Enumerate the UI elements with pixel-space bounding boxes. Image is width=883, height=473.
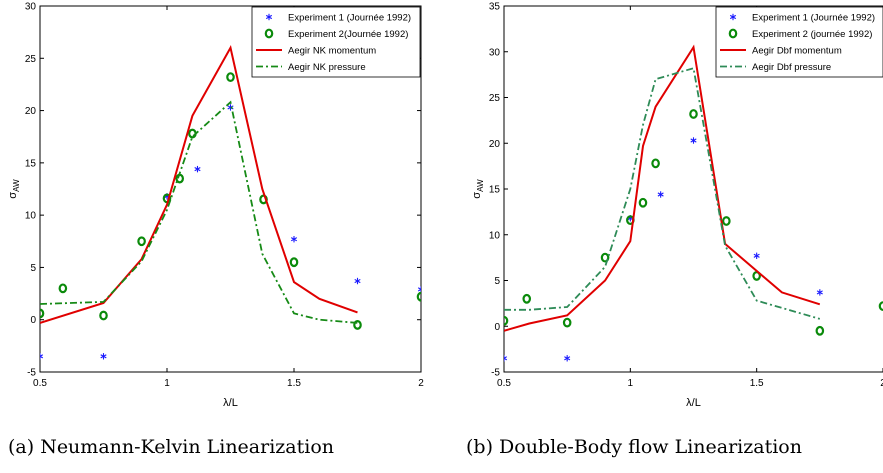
legend-entry: Aegir NK pressure: [288, 62, 366, 73]
experiment-2-point: [99, 310, 108, 321]
y-axis-label: σAW: [471, 179, 485, 199]
y-axis-label-sub: AW: [12, 179, 21, 192]
y-axis-label: σAW: [7, 179, 21, 199]
x-tick-label: 1.5: [750, 378, 764, 389]
y-tick-label: 5: [30, 263, 36, 274]
experiment-2-point: [638, 197, 648, 208]
legend-entry: Experiment 1 (Journée 1992): [288, 12, 411, 23]
y-axis-label-main: σ: [7, 192, 19, 199]
plot-frame: [39, 5, 422, 373]
legend-entry: Aegir Dbf momentum: [752, 45, 842, 56]
legend-box: [251, 6, 421, 78]
experiment-2-point: [504, 315, 509, 326]
y-axis-label-sub: AW: [476, 179, 485, 192]
experiment-1-point: [753, 252, 760, 259]
experiment-1-point: [40, 353, 44, 360]
experiment-1-point: [690, 137, 697, 144]
legend-star-marker: [265, 13, 273, 21]
experiment-1-point: [100, 353, 107, 360]
chart-b: -5 0 5 10 15 20 25 30 35 0.5 1 1.5 2 λ/L σAW Experiment…: [471, 2, 883, 409]
x-tick-label: 2: [418, 378, 424, 389]
experiment-2-point: [600, 252, 610, 263]
legend: Experiment 1 (Journée 1992) Experiment 2(…: [251, 6, 421, 78]
y-axis-label-text: σAW: [471, 179, 485, 199]
legend-entry: Aegir Dbf pressure: [752, 62, 831, 73]
legend-circle-marker: [728, 28, 738, 39]
experiment-2-point: [722, 216, 731, 226]
experiment-1-point: [816, 289, 823, 296]
y-axis-label-main: σ: [471, 192, 483, 199]
series-line-momentum: [40, 45, 358, 324]
series-line-pressure: [504, 67, 821, 320]
experiment-1-point: [290, 235, 298, 243]
experiment-1-point: [504, 355, 508, 362]
experiment-2-point: [289, 257, 299, 268]
legend-entry: Experiment 2(Journée 1992): [288, 29, 408, 40]
caption-a: (a) Neumann-Kelvin Linearization: [8, 436, 335, 458]
experiment-2-point: [815, 325, 825, 336]
x-axis-label: λ/L: [686, 397, 701, 409]
legend-entry: Experiment 1 (Journée 1992): [752, 12, 875, 23]
x-axis-label: λ/L: [223, 397, 238, 409]
experiment-2-point: [522, 293, 532, 304]
y-tick-label: 10: [489, 230, 501, 241]
y-tick-label: 20: [25, 106, 37, 117]
y-tick-label: -5: [491, 368, 500, 379]
x-tick-label: 1.5: [287, 378, 301, 389]
legend-entry: Experiment 2 (journée 1992): [752, 29, 872, 40]
experiment-2-point: [651, 158, 660, 169]
legend-circle-marker: [264, 28, 274, 39]
experiment-2-point: [562, 317, 572, 328]
y-tick-label: 0: [494, 322, 500, 333]
y-tick-label: -5: [27, 368, 36, 379]
experiment-2-point: [416, 291, 421, 302]
x-tick-label: 1: [628, 378, 634, 389]
legend: Experiment 1 (Journée 1992) Experiment 2 …: [715, 6, 883, 78]
y-tick-label: 30: [25, 2, 37, 13]
y-tick-label: 20: [489, 139, 501, 150]
data-layer: [40, 45, 421, 360]
legend-star-marker: [729, 13, 737, 21]
y-tick-label: 30: [489, 47, 501, 58]
y-tick-label: 10: [25, 211, 37, 222]
data-layer: [504, 44, 883, 362]
x-tick-label: 2: [880, 378, 883, 389]
experiment-1-point: [194, 165, 201, 173]
y-tick-label: 0: [30, 315, 36, 326]
y-tick-label: 35: [489, 2, 501, 13]
x-tick-label: 0.5: [33, 378, 47, 389]
experiment-1-point: [354, 277, 361, 285]
experiment-1-point: [417, 286, 421, 293]
legend-entry: Aegir NK momentum: [288, 45, 376, 56]
experiment-2-point: [226, 72, 235, 83]
series-line-momentum: [504, 44, 821, 332]
experiment-2-point: [58, 283, 68, 294]
legend-box: [715, 6, 883, 78]
y-tick-label: 25: [25, 54, 37, 65]
y-tick-label: 15: [489, 185, 501, 196]
experiment-1-point: [657, 191, 664, 198]
experiment-2-point: [689, 109, 698, 119]
x-tick-label: 1: [164, 378, 170, 389]
caption-b: (b) Double-Body flow Linearization: [466, 436, 802, 458]
experiment-2-point: [40, 308, 45, 319]
experiment-2-point: [137, 236, 146, 247]
y-axis-label-text: σAW: [7, 179, 21, 199]
chart-a: -5 0 5 10 15 20 25 30 0.5 1 1.5 2 λ/L σAW Experiment 1…: [7, 2, 424, 410]
y-tick-label: 25: [489, 93, 501, 104]
series-line-pressure: [40, 100, 358, 324]
x-tick-label: 0.5: [497, 378, 511, 389]
y-tick-label: 5: [494, 276, 500, 287]
experiment-2-point: [353, 320, 362, 330]
y-tick-label: 15: [25, 158, 37, 169]
experiment-1-point: [564, 355, 571, 362]
